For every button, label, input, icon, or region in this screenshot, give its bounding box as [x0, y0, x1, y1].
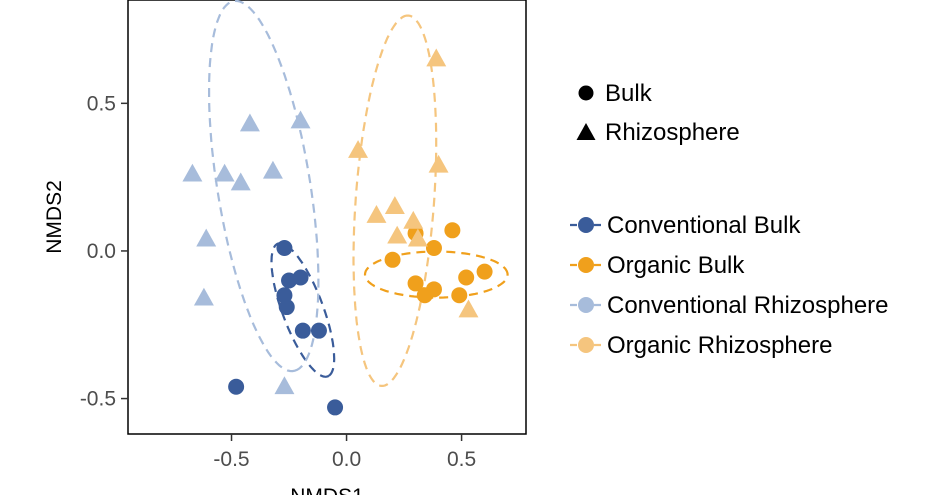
x-tick-label: 0.5 [447, 448, 476, 471]
y-tick-label: -0.5 [80, 388, 116, 411]
point-organic-bulk [451, 287, 468, 304]
ellipse-conventional-rhizosphere [208, 0, 320, 373]
point-conventional-bulk [294, 322, 311, 339]
plot-panel [127, 0, 527, 435]
y-axis-title: NMDS2 [43, 180, 66, 254]
point-conventional-rhizosphere [193, 287, 214, 306]
legend-rhizosphere-key [576, 123, 596, 140]
ellipse-conventional-bulk [270, 242, 336, 378]
legend-label-organic-rhizosphere: Organic Rhizosphere [607, 332, 832, 359]
x-tick-label: 0.0 [332, 448, 361, 471]
point-conventional-rhizosphere [230, 172, 251, 191]
legend-label-organic-bulk: Organic Bulk [607, 252, 745, 279]
x-tick-label: -0.5 [213, 448, 249, 471]
point-organic-rhizosphere [403, 210, 424, 229]
point-conventional-bulk [292, 269, 309, 286]
point-organic-rhizosphere [407, 228, 428, 247]
legend-key-point-conventional-bulk [578, 217, 594, 233]
point-layer [182, 48, 493, 416]
point-organic-bulk [476, 263, 493, 280]
point-conventional-rhizosphere [290, 110, 311, 129]
legend-key-point-organic-rhizosphere [578, 337, 594, 353]
legend: Bulk Rhizosphere Conventional Bulk Organic … [570, 80, 889, 359]
point-organic-rhizosphere [366, 205, 387, 223]
y-tick-label: 0.0 [87, 240, 116, 263]
y-tick-label: 0.5 [87, 92, 116, 115]
point-organic-bulk [458, 269, 475, 286]
legend-label-bulk: Bulk [605, 80, 653, 107]
point-organic-rhizosphere [384, 196, 405, 215]
point-conventional-bulk [228, 378, 245, 395]
legend-label-conventional-bulk: Conventional Bulk [607, 212, 801, 239]
point-conventional-rhizosphere [239, 113, 260, 132]
point-conventional-bulk [310, 322, 327, 339]
point-conventional-rhizosphere [214, 163, 235, 182]
ellipse-layer [208, 0, 509, 387]
x-axis-title: NMDS1 [290, 485, 364, 495]
point-conventional-rhizosphere [262, 160, 283, 179]
point-organic-bulk [425, 281, 442, 298]
point-conventional-rhizosphere [196, 228, 217, 247]
point-conventional-bulk [276, 240, 293, 256]
point-conventional-bulk [327, 399, 344, 416]
ellipse-organic-rhizosphere [352, 14, 438, 387]
point-organic-bulk [425, 240, 442, 256]
point-conventional-bulk [278, 299, 295, 316]
point-conventional-rhizosphere [274, 376, 295, 395]
point-organic-rhizosphere [348, 140, 369, 158]
point-organic-bulk [444, 222, 461, 239]
legend-label-conventional-rhizosphere: Conventional Rhizosphere [607, 292, 889, 319]
legend-key-point-organic-bulk [578, 257, 594, 273]
point-organic-rhizosphere [426, 48, 447, 67]
point-organic-rhizosphere [458, 299, 479, 318]
point-organic-bulk [384, 251, 401, 268]
point-organic-bulk [407, 275, 424, 292]
point-organic-rhizosphere [387, 225, 408, 244]
legend-label-rhizosphere: Rhizosphere [605, 119, 740, 146]
point-conventional-rhizosphere [182, 163, 203, 182]
legend-key-point-conventional-rhizosphere [578, 297, 594, 313]
point-organic-rhizosphere [428, 154, 449, 173]
axes-layer: -0.5 0.0 0.5 0.5 0.0 -0.5 [80, 92, 476, 471]
legend-bulk-key [578, 85, 594, 101]
ellipse-organic-bulk [363, 250, 509, 299]
